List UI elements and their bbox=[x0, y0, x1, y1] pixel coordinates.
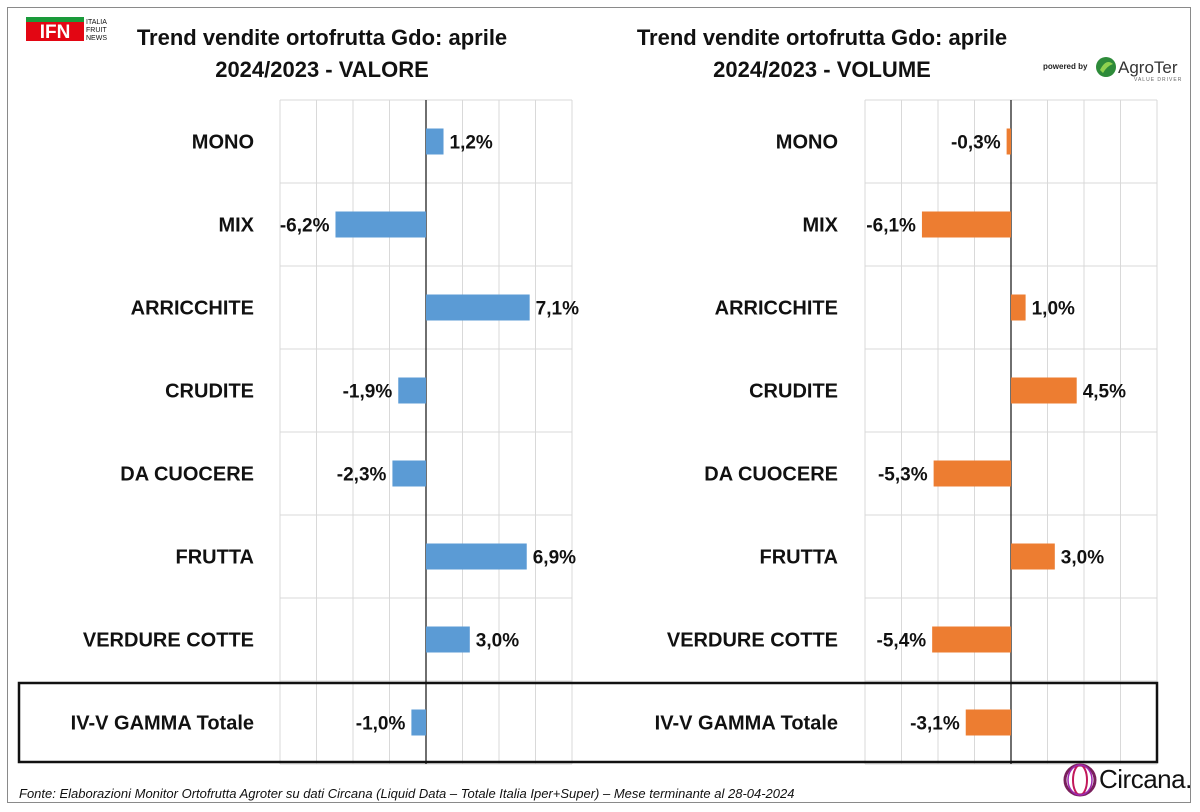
powered-by-label: powered by bbox=[1043, 62, 1088, 71]
valore-data-label-2: 7,1% bbox=[536, 299, 579, 320]
volume-category-label-0: MONO bbox=[776, 132, 838, 154]
valore-category-label-7: IV-V GAMMA Totale bbox=[71, 713, 254, 735]
valore-bar-5 bbox=[426, 543, 527, 570]
valore-data-label-3: -1,9% bbox=[343, 382, 393, 403]
chart-title-valore-text: Trend vendite ortofrutta Gdo: aprile 202… bbox=[136, 25, 508, 82]
volume-bar-4 bbox=[933, 460, 1011, 487]
valore-data-label-0: 1,2% bbox=[450, 133, 493, 154]
valore-category-label-4: DA CUOCERE bbox=[120, 464, 254, 486]
agroter-subtitle: VALUE DRIVER bbox=[1134, 77, 1183, 83]
ifn-logo-text: IFN bbox=[40, 22, 71, 42]
totals-highlight-box bbox=[17, 681, 1159, 764]
volume-category-label-2: ARRICCHITE bbox=[715, 298, 838, 320]
valore-data-label-4: -2,3% bbox=[337, 465, 387, 486]
volume-category-label-5: FRUTTA bbox=[760, 547, 839, 569]
valore-category-label-0: MONO bbox=[192, 132, 254, 154]
volume-category-label-7: IV-V GAMMA Totale bbox=[655, 713, 838, 735]
valore-data-label-5: 6,9% bbox=[533, 548, 576, 569]
volume-data-label-3: 4,5% bbox=[1083, 382, 1126, 403]
valore-data-label-7: -1,0% bbox=[356, 714, 406, 735]
circana-logo-text: Circana. bbox=[1099, 764, 1192, 794]
volume-data-label-4: -5,3% bbox=[878, 465, 928, 486]
source-footnote: Fonte: Elaborazioni Monitor Ortofrutta A… bbox=[19, 786, 795, 801]
volume-category-label-3: CRUDITE bbox=[749, 381, 838, 403]
valore-category-label-3: CRUDITE bbox=[165, 381, 254, 403]
volume-data-label-5: 3,0% bbox=[1061, 548, 1104, 569]
ifn-logo: IFN ITALIA FRUIT NEWS bbox=[26, 17, 107, 42]
ifn-logo-sub-3: NEWS bbox=[86, 35, 107, 42]
volume-data-label-7: -3,1% bbox=[910, 714, 960, 735]
chart-title-valore: Trend vendite ortofrutta Gdo: aprile 202… bbox=[102, 22, 542, 86]
ifn-logo-green-stripe bbox=[26, 17, 84, 22]
volume-bar-5 bbox=[1011, 543, 1055, 570]
volume-bar-2 bbox=[1011, 294, 1026, 321]
volume-bar-6 bbox=[932, 626, 1011, 653]
valore-data-label-1: -6,2% bbox=[280, 216, 330, 237]
chart-title-volume: Trend vendite ortofrutta Gdo: aprile 202… bbox=[602, 22, 1042, 86]
volume-data-label-0: -0,3% bbox=[951, 133, 1001, 154]
valore-data-label-6: 3,0% bbox=[476, 631, 519, 652]
valore-category-label-2: ARRICCHITE bbox=[131, 298, 254, 320]
valore-bar-2 bbox=[426, 294, 530, 321]
chart-frame bbox=[7, 7, 1191, 803]
volume-category-label-6: VERDURE COTTE bbox=[667, 630, 838, 652]
valore-category-label-5: FRUTTA bbox=[176, 547, 255, 569]
volume-data-label-6: -5,4% bbox=[877, 631, 927, 652]
ifn-logo-sub-2: FRUIT bbox=[86, 27, 107, 34]
volume-bar-0 bbox=[1006, 128, 1011, 155]
valore-bar-4 bbox=[392, 460, 426, 487]
circana-logo-icon bbox=[1063, 763, 1097, 797]
volume-category-label-1: MIX bbox=[802, 215, 838, 237]
agroter-name: AgroTer bbox=[1118, 58, 1178, 77]
valore-category-label-6: VERDURE COTTE bbox=[83, 630, 254, 652]
volume-category-label-4: DA CUOCERE bbox=[704, 464, 838, 486]
chart-title-volume-text: Trend vendite ortofrutta Gdo: aprile 202… bbox=[636, 25, 1008, 82]
valore-bar-6 bbox=[426, 626, 470, 653]
valore-bar-1 bbox=[335, 211, 426, 238]
volume-bar-3 bbox=[1011, 377, 1077, 404]
volume-bar-7 bbox=[965, 709, 1011, 736]
agroter-logo bbox=[1096, 57, 1116, 77]
valore-bar-3 bbox=[398, 377, 426, 404]
volume-data-label-2: 1,0% bbox=[1032, 299, 1075, 320]
volume-bar-1 bbox=[921, 211, 1011, 238]
valore-bar-7 bbox=[411, 709, 426, 736]
valore-category-label-1: MIX bbox=[218, 215, 254, 237]
volume-data-label-1: -6,1% bbox=[866, 216, 916, 237]
ifn-logo-sub-1: ITALIA bbox=[86, 19, 107, 26]
valore-bar-0 bbox=[426, 128, 444, 155]
